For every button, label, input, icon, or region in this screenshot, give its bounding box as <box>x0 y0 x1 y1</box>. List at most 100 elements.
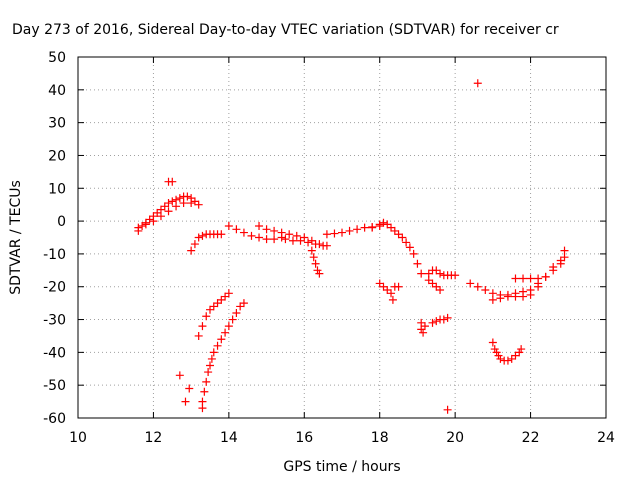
data-point <box>432 317 441 326</box>
data-point <box>515 348 524 357</box>
data-points <box>134 79 569 414</box>
data-point <box>281 235 290 244</box>
data-point <box>270 226 279 235</box>
chart-grid <box>78 57 606 418</box>
data-point <box>141 220 150 229</box>
x-tick-label: 20 <box>446 430 464 446</box>
data-point <box>481 286 490 295</box>
data-point <box>428 318 437 327</box>
data-point <box>224 322 233 331</box>
data-point <box>496 354 505 363</box>
data-point <box>198 322 207 331</box>
data-point <box>338 228 346 237</box>
data-point <box>185 384 194 393</box>
data-point <box>217 335 226 344</box>
data-point <box>145 215 154 224</box>
y-tick-labels: -60 -50 -40 -30 -20 -10 0 10 20 30 40 50 <box>43 50 66 427</box>
data-point <box>149 217 158 226</box>
data-point <box>519 292 528 301</box>
data-point <box>311 259 320 268</box>
data-point <box>353 225 362 234</box>
chart-title: Day 273 of 2016, Sidereal Day-to-day VTE… <box>12 22 559 38</box>
data-point <box>232 225 241 234</box>
data-point <box>270 235 279 244</box>
x-tick-label: 18 <box>371 430 389 446</box>
data-point <box>330 229 339 238</box>
y-tick-label: -60 <box>43 411 66 427</box>
data-point <box>417 325 426 334</box>
data-point <box>360 223 369 232</box>
x-tick-labels: 10 12 14 16 18 20 22 24 <box>69 430 615 446</box>
y-tick-label: 40 <box>48 83 66 99</box>
data-point <box>181 397 190 406</box>
data-point <box>473 282 482 291</box>
x-tick-label: 16 <box>295 430 313 446</box>
data-point <box>262 225 271 234</box>
data-point <box>375 279 384 288</box>
data-point <box>292 231 301 240</box>
data-point <box>232 308 241 317</box>
data-point <box>534 282 543 291</box>
data-point <box>156 212 165 221</box>
y-tick-label: -40 <box>43 345 66 361</box>
data-point <box>383 220 392 229</box>
data-point <box>424 276 433 285</box>
data-point <box>311 240 320 249</box>
data-point <box>517 345 526 354</box>
data-point <box>466 279 475 288</box>
data-point <box>190 240 199 249</box>
data-point <box>168 197 177 206</box>
x-axis-label: GPS time / hours <box>283 459 400 475</box>
data-point <box>387 223 396 232</box>
data-point <box>432 266 441 275</box>
data-point <box>511 274 520 283</box>
data-point <box>556 256 565 265</box>
data-point <box>526 274 535 283</box>
data-point <box>375 220 384 229</box>
data-point <box>206 361 214 370</box>
data-point <box>307 236 316 245</box>
data-point <box>345 226 354 235</box>
data-point <box>221 328 230 337</box>
data-point <box>217 295 226 304</box>
data-point <box>394 282 403 291</box>
data-point <box>549 263 558 272</box>
data-point <box>417 269 426 278</box>
y-tick-label: -50 <box>43 378 66 394</box>
data-point <box>175 194 184 203</box>
data-point <box>309 253 318 262</box>
data-point <box>213 341 222 350</box>
chart-ticks <box>77 56 607 419</box>
data-point <box>436 269 445 278</box>
data-point <box>194 233 203 242</box>
data-point <box>207 354 216 363</box>
data-point <box>247 231 256 240</box>
data-point <box>368 223 377 232</box>
data-point <box>488 295 497 304</box>
x-tick-label: 22 <box>522 430 540 446</box>
y-axis-label: SDTVAR / TECUs <box>8 180 24 295</box>
data-point <box>224 222 233 231</box>
data-point <box>164 199 173 208</box>
data-point <box>164 207 173 216</box>
data-point <box>313 266 322 275</box>
data-point <box>541 272 550 281</box>
data-point <box>296 236 305 245</box>
data-point <box>492 348 501 357</box>
data-point <box>436 286 445 295</box>
data-point <box>204 368 213 377</box>
data-point <box>304 238 313 247</box>
x-tick-label: 12 <box>145 430 163 446</box>
data-point <box>496 294 505 303</box>
data-point <box>236 302 245 311</box>
data-point <box>277 228 286 237</box>
data-point <box>228 315 237 324</box>
data-point <box>285 230 294 239</box>
data-point <box>153 208 162 217</box>
data-point <box>190 197 199 206</box>
data-point <box>473 79 482 88</box>
data-point <box>138 222 147 231</box>
data-point <box>402 238 411 247</box>
y-tick-label: 10 <box>48 181 66 197</box>
